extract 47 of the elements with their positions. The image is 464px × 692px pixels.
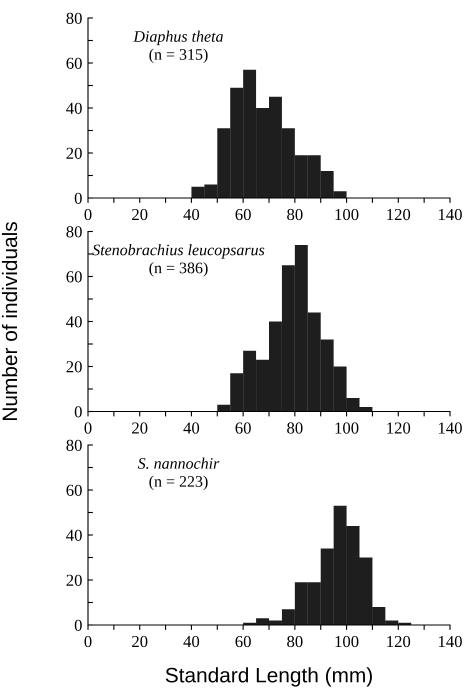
x-tick-label: 60 xyxy=(236,636,251,648)
annotation: S. nannochir xyxy=(138,458,220,469)
x-tick-label: 140 xyxy=(438,208,462,220)
y-tick-label: 40 xyxy=(66,102,82,114)
x-tick-label: 20 xyxy=(132,208,148,220)
x-tick-label: 40 xyxy=(183,636,200,648)
y-tick-label: 40 xyxy=(66,530,82,541)
x-tick-label: 0 xyxy=(84,636,92,648)
y-tick-label: 0 xyxy=(74,620,82,631)
x-tick-label: 100 xyxy=(336,636,358,648)
annotation: Diaphus theta xyxy=(133,30,223,46)
y-tick-label: 80 xyxy=(66,226,82,238)
annotation: (n = 223) xyxy=(149,476,208,490)
y-tick-label: 80 xyxy=(66,12,82,24)
y-tick-label: 20 xyxy=(66,148,82,159)
x-tick-label: 20 xyxy=(132,422,148,434)
y-tick-label: 60 xyxy=(66,58,82,69)
x-tick-label: 80 xyxy=(287,208,303,220)
y-tick-label: 80 xyxy=(66,440,82,451)
x-tick-label: 40 xyxy=(183,422,200,434)
x-tick-label: 60 xyxy=(236,208,251,220)
x-tick-label: 140 xyxy=(438,422,462,434)
x-tick-label: 140 xyxy=(438,636,462,648)
x-tick-label: 80 xyxy=(287,636,303,648)
x-tick-label: 0 xyxy=(84,208,92,220)
y-tick-label: 60 xyxy=(66,484,82,496)
x-tick-label: 120 xyxy=(387,422,410,434)
x-tick-label: 120 xyxy=(387,636,410,648)
x-tick-label: 100 xyxy=(336,422,358,434)
x-tick-label: 120 xyxy=(387,208,410,220)
x-tick-label: 0 xyxy=(84,422,92,434)
x-tick-label: 100 xyxy=(336,208,358,220)
x-tick-label: 20 xyxy=(132,636,148,648)
y-tick-label: 60 xyxy=(66,271,82,282)
x-tick-label: 60 xyxy=(236,422,251,434)
annotation: (n = 386) xyxy=(149,262,208,277)
annotation: Stenobrachius leucopsarus xyxy=(92,244,264,259)
x-tick-label: 80 xyxy=(287,422,303,434)
y-tick-label: 0 xyxy=(74,192,82,204)
y-axis-title: Number of individuals xyxy=(2,222,18,420)
x-tick-label: 40 xyxy=(183,208,200,220)
y-tick-label: 40 xyxy=(66,316,82,328)
x-axis-title: Standard Length (mm) xyxy=(166,667,372,687)
annotation: (n = 315) xyxy=(149,48,208,64)
y-tick-label: 0 xyxy=(74,406,82,418)
y-tick-label: 20 xyxy=(66,574,82,586)
y-tick-label: 20 xyxy=(66,361,82,372)
